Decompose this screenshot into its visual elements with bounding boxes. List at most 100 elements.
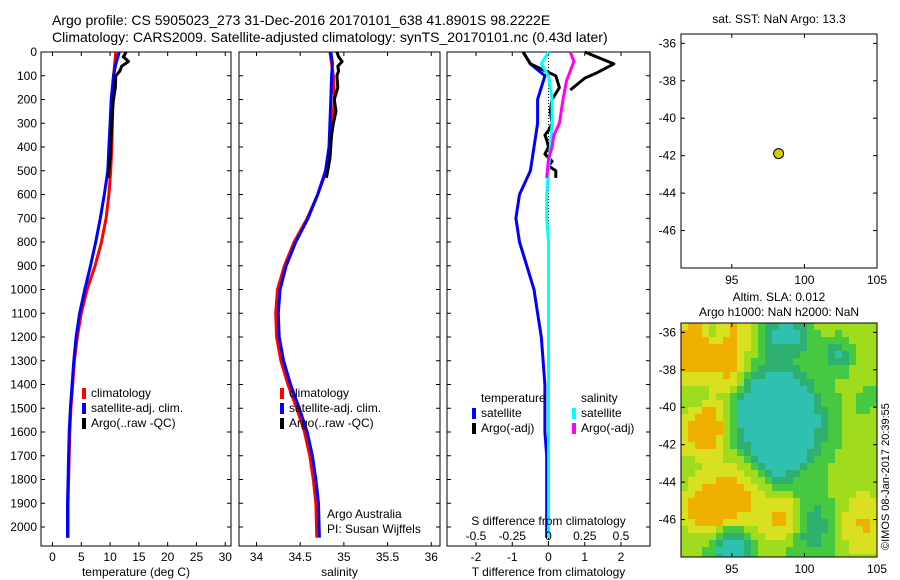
sla-cell — [863, 477, 871, 485]
sla-cell — [828, 379, 836, 387]
sla-cell — [758, 414, 766, 422]
sla-cell — [681, 442, 689, 450]
sla-cell — [800, 379, 808, 387]
sla-cell — [709, 533, 717, 541]
sla-cell — [870, 533, 878, 541]
sla-cell — [842, 477, 850, 485]
sla-cell — [751, 456, 759, 464]
sla-cell — [744, 540, 752, 548]
sla-cell — [807, 365, 815, 373]
sla-cell — [751, 512, 759, 520]
sla-cell — [772, 365, 780, 373]
sla-cell — [779, 407, 787, 415]
sla-cell — [814, 323, 822, 331]
legend-swatch — [82, 418, 86, 429]
sla-cell — [835, 365, 843, 373]
sla-cell — [870, 449, 878, 457]
sla-cell — [856, 407, 864, 415]
sla-cell — [842, 379, 850, 387]
sla-cell — [849, 498, 857, 506]
sla-cell — [863, 456, 871, 464]
sla-cell — [709, 407, 717, 415]
sla-cell — [849, 330, 857, 338]
sla-cell — [856, 477, 864, 485]
sla-cell — [737, 428, 745, 436]
sla-cell — [765, 526, 773, 534]
sla-cell — [856, 547, 864, 555]
x-tick-label: 15 — [132, 550, 146, 564]
sla-cell — [821, 372, 829, 380]
sla-cell — [695, 372, 703, 380]
sla-cell — [835, 435, 843, 443]
sla-cell — [779, 386, 787, 394]
sla-cell — [772, 477, 780, 485]
sla-cell — [821, 407, 829, 415]
series-line-temperature-argo-raw — [569, 50, 616, 92]
map-panel-sla-map — [680, 322, 878, 558]
sla-cell — [695, 379, 703, 387]
sla-cell — [744, 477, 752, 485]
sla-cell — [716, 400, 724, 408]
sla-cell — [709, 400, 717, 408]
sla-cell — [730, 533, 738, 541]
sla-cell — [814, 435, 822, 443]
x-tick-label: 95 — [725, 273, 739, 287]
sla-cell — [786, 540, 794, 548]
sla-cell — [779, 400, 787, 408]
sla-cell — [723, 435, 731, 443]
sla-cell — [709, 442, 717, 450]
x-tick-label: 1 — [581, 550, 588, 564]
sla-cell — [849, 456, 857, 464]
sla-cell — [821, 421, 829, 429]
sla-cell — [786, 330, 794, 338]
sla-cell — [765, 533, 773, 541]
sla-cell — [786, 470, 794, 478]
sla-cell — [863, 379, 871, 387]
sla-cell — [821, 323, 829, 331]
sla-cell — [807, 421, 815, 429]
sla-cell — [688, 540, 696, 548]
sla-cell — [744, 421, 752, 429]
sla-cell — [723, 351, 731, 359]
plot-frame — [238, 51, 441, 547]
x-tick-label: 36 — [425, 550, 439, 564]
sla-cell — [681, 540, 689, 548]
sla-cell — [765, 456, 773, 464]
sla-cell — [842, 428, 850, 436]
sla-cell — [793, 386, 801, 394]
sla-cell — [737, 477, 745, 485]
sla-cell — [758, 442, 766, 450]
sla-cell — [716, 407, 724, 415]
sla-cell — [681, 344, 689, 352]
sla-cell — [863, 365, 871, 373]
sla-cell — [870, 491, 878, 499]
sla-cell — [765, 379, 773, 387]
sla-cell — [758, 400, 766, 408]
sla-cell — [716, 323, 724, 331]
sla-cell — [800, 491, 808, 499]
sla-cell — [842, 491, 850, 499]
sla-cell — [786, 449, 794, 457]
sla-cell — [772, 344, 780, 352]
sla-cell — [716, 498, 724, 506]
sla-cell — [716, 477, 724, 485]
sla-cell — [814, 533, 822, 541]
sla-cell — [835, 358, 843, 366]
sla-cell — [779, 414, 787, 422]
sla-cell — [828, 498, 836, 506]
sla-cell — [821, 512, 829, 520]
sla-cell — [870, 358, 878, 366]
sla-cell — [856, 428, 864, 436]
sla-cell — [870, 477, 878, 485]
sla-cell — [730, 477, 738, 485]
sla-cell — [800, 393, 808, 401]
sla-cell — [737, 498, 745, 506]
sla-cell — [793, 554, 801, 558]
sla-cell — [793, 379, 801, 387]
y-tick-label: 200 — [17, 93, 37, 107]
sla-cell — [709, 365, 717, 373]
sla-cell — [688, 519, 696, 527]
legend-label: Argo(..raw -QC) — [289, 416, 374, 430]
sla-cell — [870, 435, 878, 443]
sla-cell — [772, 442, 780, 450]
